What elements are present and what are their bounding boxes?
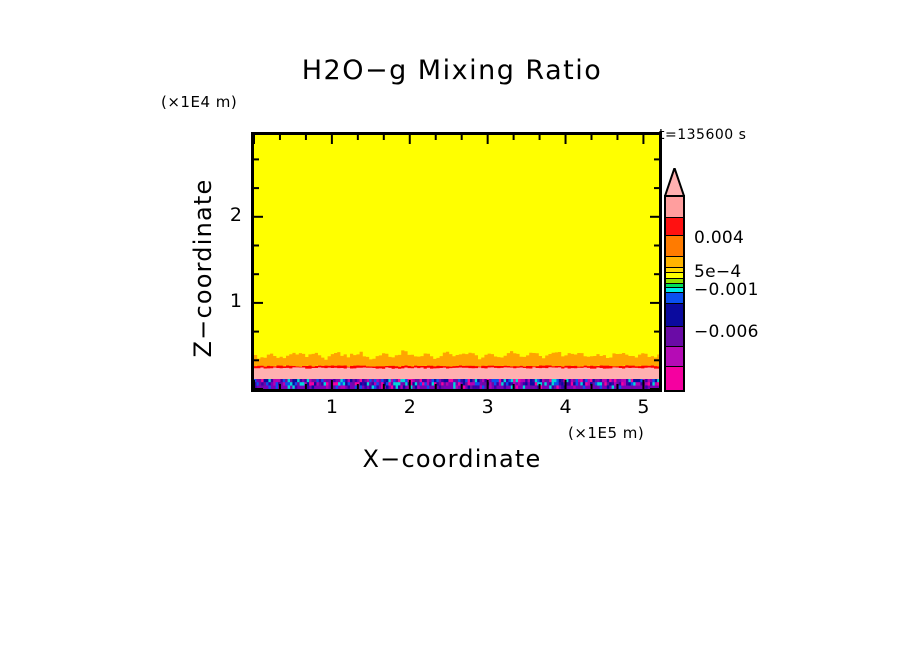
colorbar-band [666, 236, 683, 257]
x-tick-label: 5 [637, 396, 650, 418]
y-axis-unit-label: (×1E4 m) [161, 93, 238, 111]
colorbar-tick-label: −0.001 [694, 280, 759, 300]
colorbar-band [666, 197, 683, 218]
page-title: H2O−g Mixing Ratio [301, 55, 603, 86]
y-tick-label: 1 [229, 289, 242, 312]
colorbar-tick-label: −0.006 [694, 322, 759, 342]
colorbar-tick-label: 0.004 [694, 228, 745, 248]
colorbar-arrow-head [664, 168, 685, 196]
colorbar-bands [664, 195, 685, 392]
layer-amber-interface [254, 350, 659, 367]
colorbar-band [666, 256, 683, 268]
x-axis-unit-label: (×1E5 m) [568, 424, 645, 442]
colorbar-band [666, 288, 683, 294]
colorbar [664, 168, 685, 392]
colorbar-band [666, 326, 683, 348]
colorbar-band [666, 279, 683, 284]
colorbar-band [666, 267, 683, 274]
time-annotation: t=135600 s [659, 127, 747, 143]
x-tick-label: 1 [325, 396, 338, 418]
layer-pink-band [254, 367, 659, 380]
y-tick-label: 2 [229, 203, 242, 226]
colorbar-band [666, 366, 683, 390]
x-tick-label: 2 [403, 396, 416, 418]
plot-area [251, 132, 662, 392]
layer-bulk-yellow [254, 135, 659, 389]
colorbar-tick-label: 5e−4 [694, 262, 742, 282]
y-axis-title: Z−coordinate [188, 160, 218, 375]
colorbar-band [666, 217, 683, 237]
x-tick-label: 4 [559, 396, 572, 418]
x-axis-title: X−coordinate [362, 445, 542, 473]
contour-field [254, 135, 659, 389]
colorbar-band [666, 347, 683, 367]
colorbar-band [666, 273, 683, 280]
x-tick-label: 3 [481, 396, 494, 418]
colorbar-band [666, 293, 683, 305]
y-axis-title-text: Z−coordinate [189, 178, 217, 357]
contour-layers-svg [254, 135, 659, 389]
colorbar-band [666, 283, 683, 289]
colorbar-band [666, 304, 683, 327]
